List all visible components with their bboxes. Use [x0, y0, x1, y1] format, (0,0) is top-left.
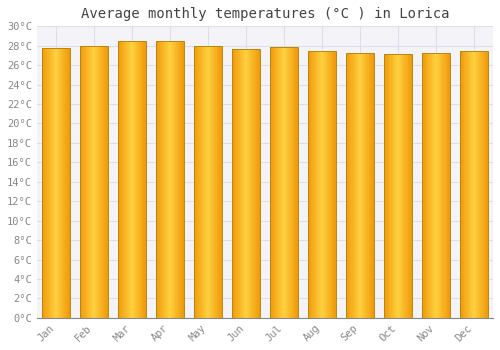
Bar: [232, 49, 260, 318]
Title: Average monthly temperatures (°C ) in Lorica: Average monthly temperatures (°C ) in Lo…: [80, 7, 449, 21]
Bar: [346, 54, 374, 318]
Bar: [118, 41, 146, 318]
Bar: [460, 51, 487, 318]
Bar: [80, 46, 108, 318]
Bar: [194, 46, 222, 318]
Bar: [308, 51, 336, 318]
Bar: [270, 47, 297, 318]
Bar: [384, 55, 411, 318]
Bar: [422, 54, 450, 318]
Bar: [42, 48, 70, 318]
Bar: [156, 41, 184, 318]
